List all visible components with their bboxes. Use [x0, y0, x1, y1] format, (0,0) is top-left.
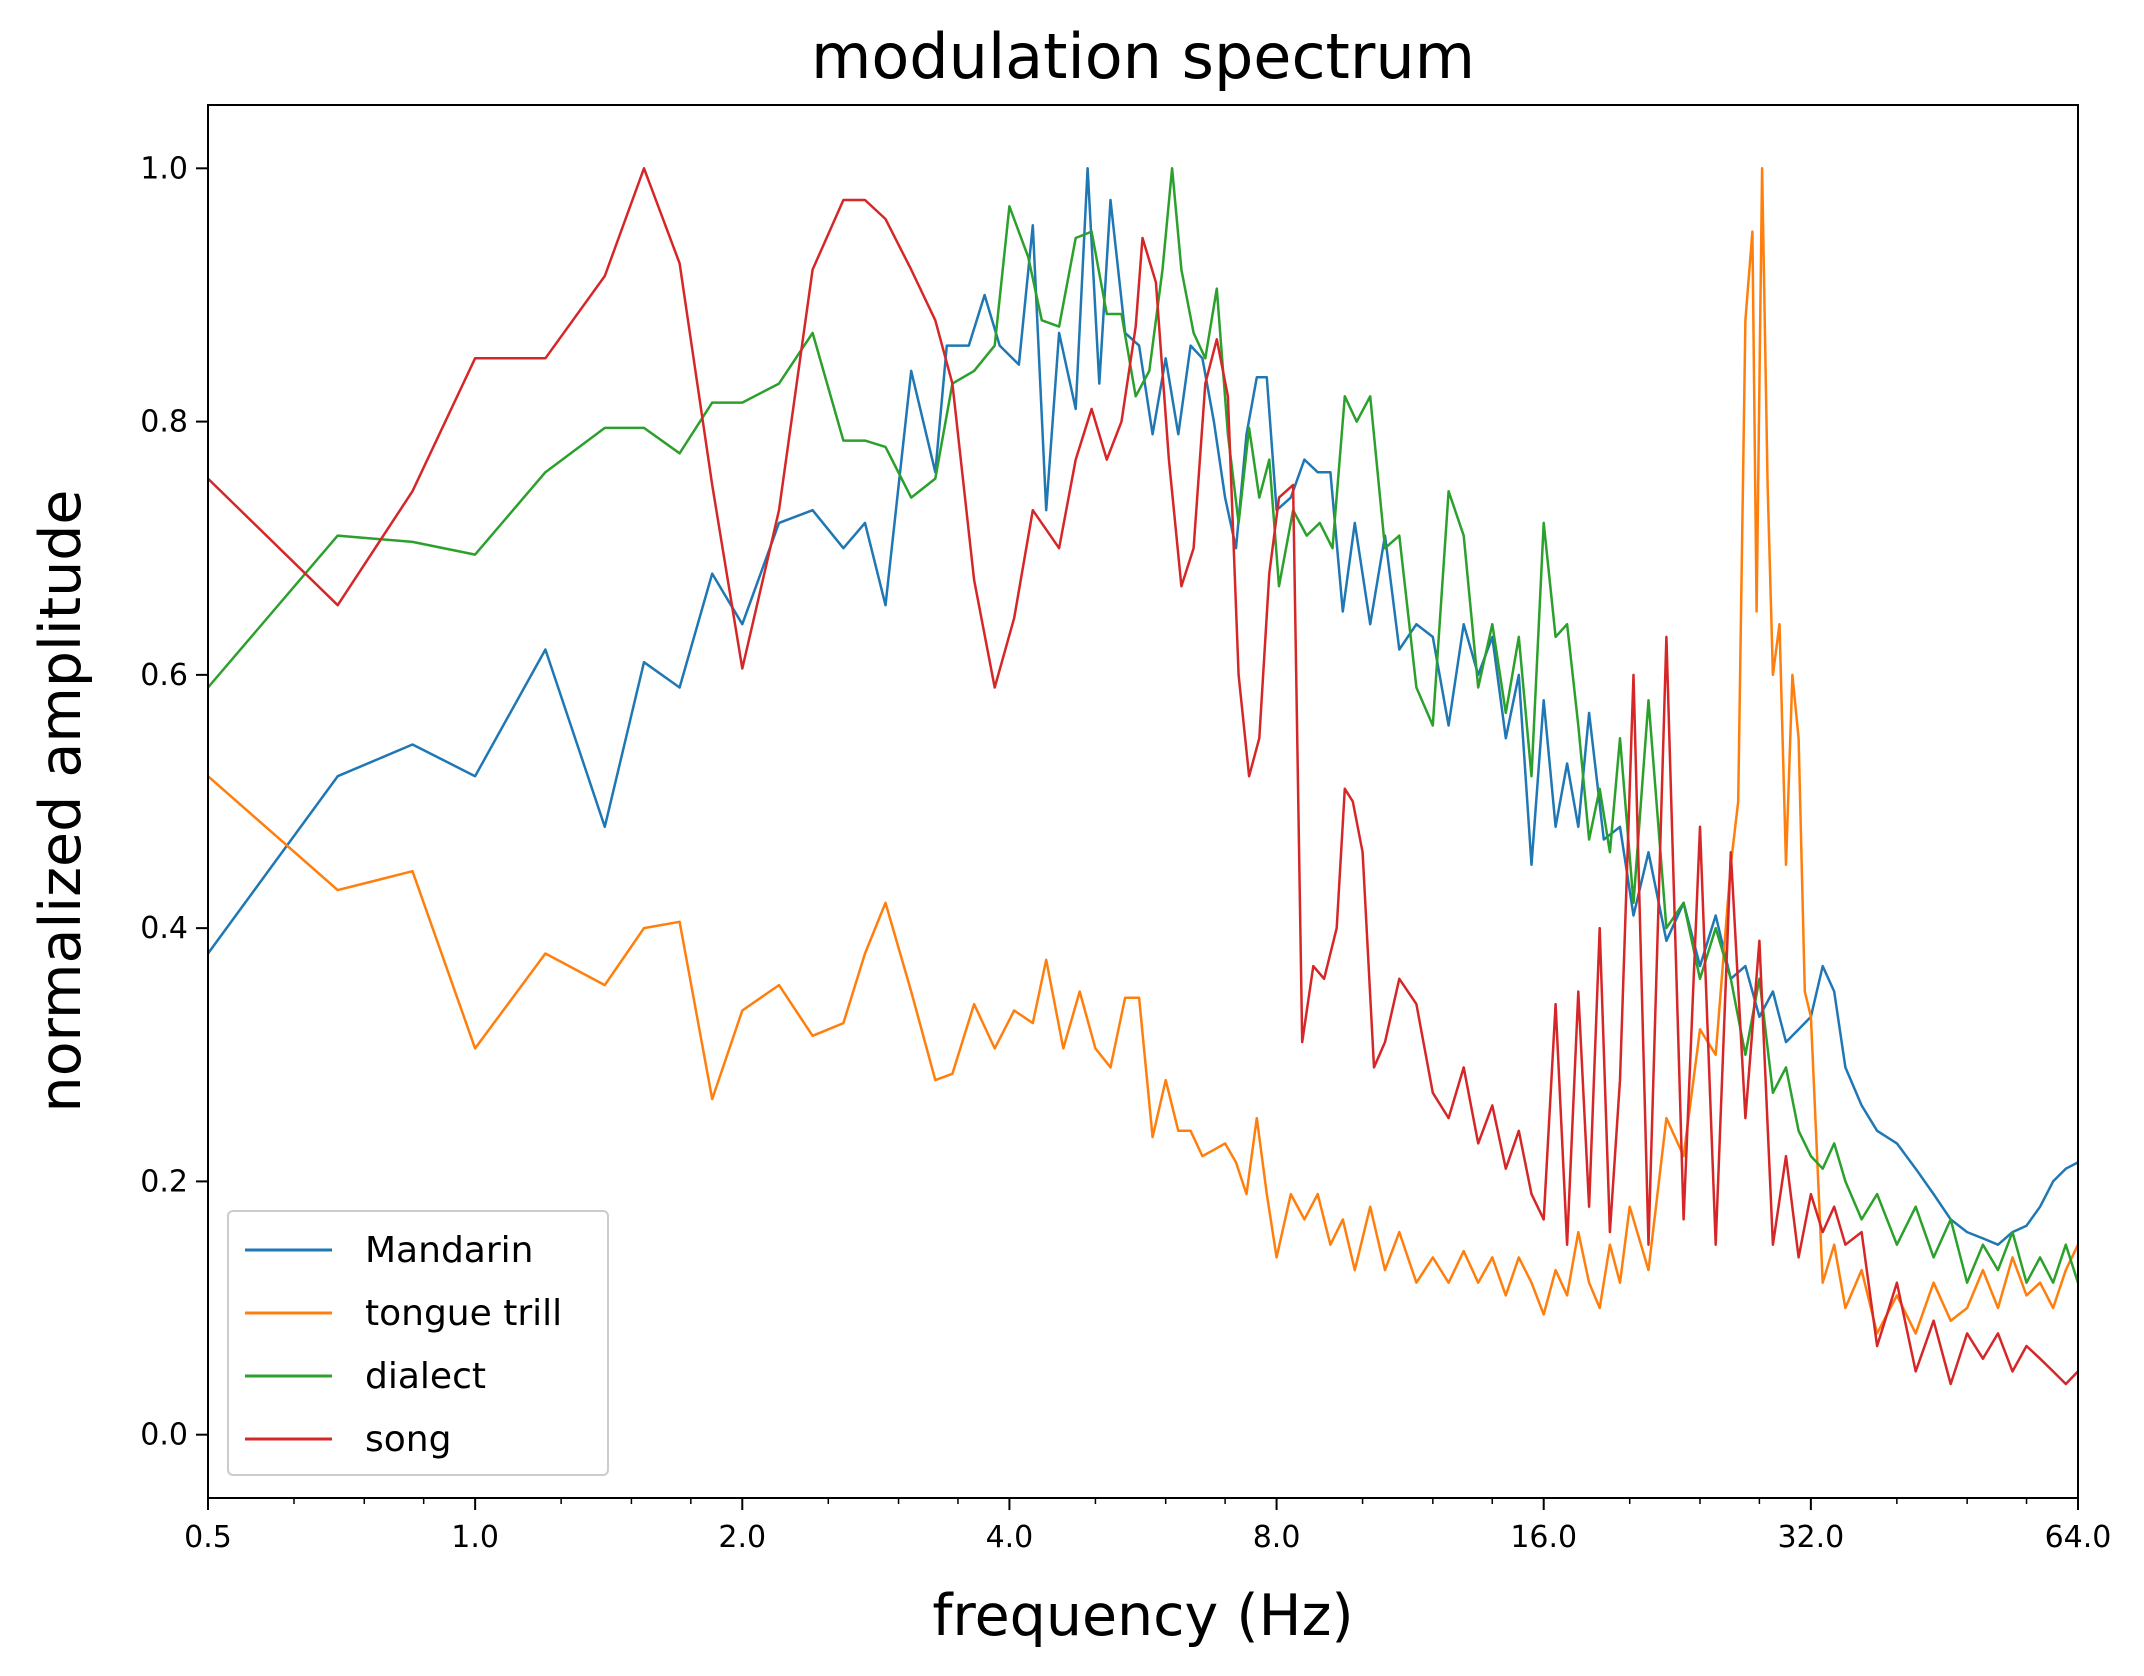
chart-title: modulation spectrum: [811, 20, 1475, 93]
series-line-mandarin: [206, 167, 2079, 1246]
legend: Mandarin tongue trill dialect song: [227, 1210, 609, 1476]
x-tick-label: 32.0: [1777, 1520, 1844, 1555]
x-tick-label: 4.0: [986, 1520, 1034, 1555]
legend-label: song: [365, 1419, 451, 1460]
x-tick-label: 64.0: [2045, 1520, 2112, 1555]
y-axis-title: normalized amplitude: [28, 490, 94, 1113]
legend-box: [227, 1210, 609, 1476]
y-tick-label: 0.0: [140, 1418, 188, 1453]
series-line-tongue-trill: [207, 167, 2080, 1335]
x-tick-label: 2.0: [718, 1520, 766, 1555]
plot-frame: [207, 104, 2079, 1499]
legend-label: tongue trill: [365, 1293, 562, 1334]
series-line-dialect: [207, 167, 2080, 1284]
y-tick-label: 0.4: [140, 911, 188, 946]
legend-label: dialect: [365, 1356, 486, 1397]
x-tick-label: 16.0: [1510, 1520, 1577, 1555]
series-line-song: [207, 167, 2079, 1386]
y-tick-label: 0.8: [140, 405, 188, 440]
x-tick-label: 0.5: [184, 1520, 232, 1555]
y-axis-ticks: 0.0 0.2 0.4 0.6 0.8 1.0: [140, 151, 208, 1453]
x-axis-title: frequency (Hz): [932, 1583, 1353, 1649]
y-tick-label: 1.0: [140, 151, 188, 186]
legend-label: Mandarin: [365, 1230, 533, 1271]
x-tick-label: 1.0: [451, 1520, 499, 1555]
x-axis-ticks: 0.5 1.0 2.0 4.0 8.0 16.0 32.0 64.0: [184, 1498, 2111, 1555]
plot-lines: [206, 167, 2080, 1386]
y-tick-label: 0.2: [140, 1164, 188, 1199]
x-tick-label: 8.0: [1253, 1520, 1301, 1555]
y-tick-label: 0.6: [140, 658, 188, 693]
